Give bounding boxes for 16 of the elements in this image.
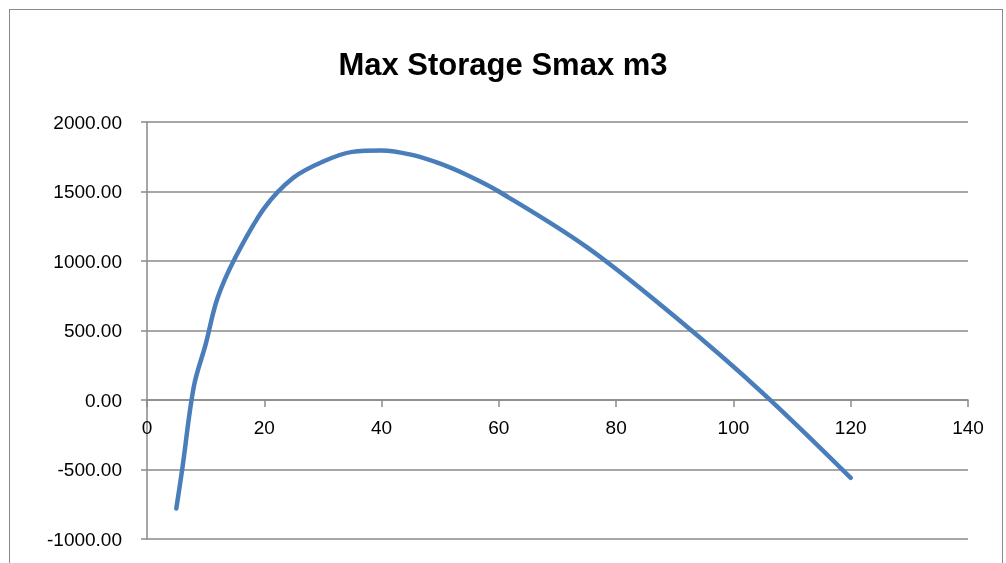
- chart-title: Max Storage Smax m3: [338, 47, 668, 82]
- x-tick-label: 20: [253, 417, 275, 438]
- x-tick-label: 60: [488, 417, 510, 438]
- y-tick-label: -1000.00: [46, 528, 122, 550]
- y-tick-label: -500.00: [57, 459, 122, 480]
- y-tick-label: 0.00: [85, 389, 122, 411]
- x-tick-label: 80: [605, 417, 627, 438]
- y-tick-label: 500.00: [63, 320, 122, 341]
- y-tick-label: 1000.00: [53, 250, 122, 272]
- x-tick-label: 120: [834, 417, 867, 438]
- x-tick-label: 140: [952, 417, 984, 438]
- y-tick-label: 1500.00: [53, 181, 122, 202]
- x-tick-label: 100: [717, 417, 750, 438]
- y-tick-label: 2000.00: [53, 111, 122, 133]
- x-tick-label: 0: [141, 417, 153, 438]
- x-tick-label: 40: [371, 417, 393, 438]
